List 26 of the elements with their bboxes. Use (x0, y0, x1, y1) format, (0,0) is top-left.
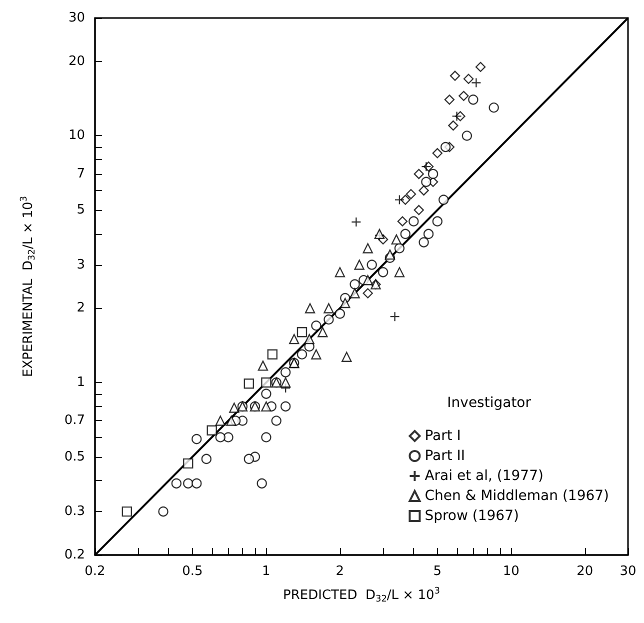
legend-title: Investigator (447, 395, 532, 411)
x-tick-label: 2 (336, 564, 344, 579)
y-tick-label: 2 (76, 300, 85, 316)
y-tick-label: 3 (76, 257, 85, 272)
y-tick-label: 0.3 (64, 504, 85, 520)
legend-label: Chen & Middleman (1967) (424, 488, 610, 504)
y-tick-label: 0.2 (64, 548, 85, 562)
y-tick-label: 20 (68, 54, 85, 69)
legend-label: Part II (424, 448, 466, 464)
x-tick-label: 30 (620, 564, 636, 579)
y-tick-label: 1 (76, 375, 85, 390)
x-tick-label: 20 (576, 564, 594, 579)
y-tick-label: 7 (76, 166, 85, 182)
x-tick-label: 1 (262, 564, 270, 579)
y-tick-label: 10 (68, 128, 85, 144)
legend-label: Sprow (1967) (424, 508, 519, 524)
x-tick-label: 5 (433, 564, 442, 579)
y-tick-label: 0.5 (64, 449, 85, 464)
legend-label: Arai et al, (1977) (424, 468, 544, 484)
y-tick-label: 0.7 (64, 413, 85, 428)
y-tick-label: 30 (68, 10, 85, 26)
legend-label: Part I (424, 428, 461, 444)
y-axis-title: EXPERIMENTAL D32/L × 103 (20, 196, 38, 378)
x-tick-label: 0.5 (182, 564, 203, 579)
x-tick-label: 10 (502, 564, 520, 579)
y-tick-label: 5 (76, 202, 85, 218)
